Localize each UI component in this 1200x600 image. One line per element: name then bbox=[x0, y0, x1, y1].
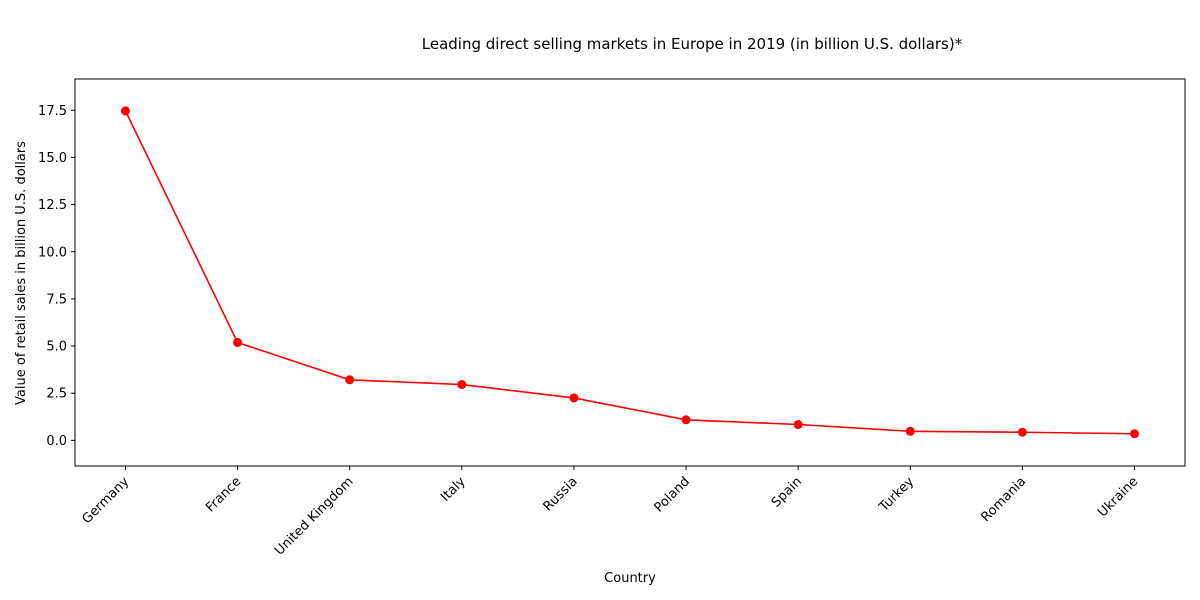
y-tick-label: 0.0 bbox=[46, 434, 67, 449]
data-point-france bbox=[233, 337, 243, 347]
series-line bbox=[124, 110, 1135, 435]
x-tick-label: Romania bbox=[978, 474, 1029, 525]
y-tick-label: 12.5 bbox=[38, 198, 67, 213]
data-point-turkey bbox=[905, 426, 915, 436]
chart-title: Leading direct selling markets in Europe… bbox=[422, 35, 963, 53]
y-tick-label: 2.5 bbox=[46, 387, 67, 402]
y-tick-label: 10.0 bbox=[38, 245, 67, 260]
data-point-ukraine bbox=[1130, 429, 1140, 439]
x-tick-label: Germany bbox=[79, 474, 132, 527]
data-point-germany bbox=[120, 106, 130, 116]
x-axis-title: Country bbox=[604, 571, 656, 586]
x-tick-label: Ukraine bbox=[1095, 474, 1141, 520]
x-tick-label: France bbox=[203, 474, 244, 515]
y-tick-label: 17.5 bbox=[38, 104, 67, 119]
x-tick-label: United Kingdom bbox=[272, 474, 356, 558]
data-point-russia bbox=[569, 393, 579, 403]
y-tick-label: 15.0 bbox=[38, 151, 67, 166]
x-tick-label: Turkey bbox=[876, 474, 917, 515]
data-point-italy bbox=[457, 380, 467, 390]
y-tick-label: 7.5 bbox=[46, 292, 67, 307]
y-axis-title: Value of retail sales in billion U.S. do… bbox=[14, 141, 29, 405]
data-point-united-kingdom bbox=[345, 375, 355, 385]
data-point-poland bbox=[681, 415, 691, 425]
x-tick-label: Poland bbox=[652, 474, 693, 515]
x-tick-label: Russia bbox=[541, 474, 581, 514]
x-tick-label: Spain bbox=[769, 474, 805, 510]
x-tick-label: Italy bbox=[438, 474, 469, 505]
y-tick-label: 5.0 bbox=[46, 340, 67, 355]
series-layer bbox=[120, 106, 1140, 439]
y-axis: 0.0 2.5 5.0 7.5 10.0 12.5 15.0 17.5 bbox=[38, 104, 75, 449]
x-axis: Germany France United Kingdom Italy Russia Po… bbox=[79, 466, 1141, 559]
plot-area-frame bbox=[74, 78, 1186, 467]
data-point-romania bbox=[1017, 427, 1027, 437]
data-point-spain bbox=[793, 420, 803, 430]
